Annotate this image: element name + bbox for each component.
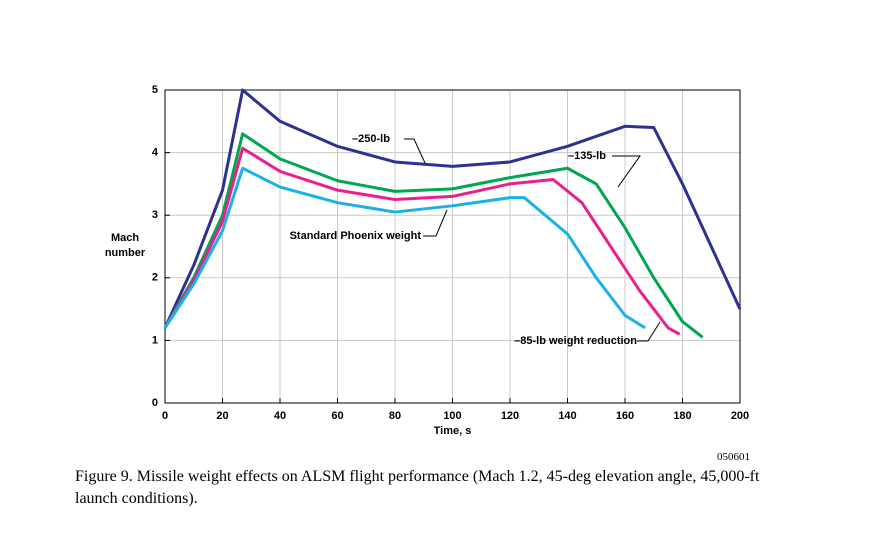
series-line — [163, 88, 742, 329]
series-label: –135-lb — [568, 150, 606, 162]
x-tick-label: 40 — [274, 410, 286, 422]
x-tick-label: 0 — [162, 410, 168, 422]
x-tick-label: 200 — [731, 410, 749, 422]
x-tick-label: 180 — [673, 410, 691, 422]
x-tick-label: 160 — [616, 410, 634, 422]
x-axis-label: Time, s — [434, 425, 472, 437]
y-tick-label: 1 — [152, 334, 158, 346]
y-tick-label: 4 — [152, 147, 159, 159]
x-tick-label: 140 — [558, 410, 576, 422]
plot-frame — [164, 89, 741, 404]
x-tick-label: 20 — [216, 410, 228, 422]
leader-line — [612, 155, 641, 188]
series-label: –85-lb weight reduction — [514, 335, 637, 347]
series-line — [163, 166, 646, 330]
series-label: –250-lb — [352, 133, 390, 145]
y-tick-label: 3 — [152, 209, 158, 221]
x-tick-label: 60 — [331, 410, 343, 422]
y-tick-label: 0 — [152, 397, 158, 409]
y-tick-label: 5 — [152, 84, 158, 96]
x-tick-label: 100 — [443, 410, 461, 422]
caption: Figure 9. Missile weight effects on ALSM… — [75, 468, 760, 507]
y-axis-label: Mach number — [104, 232, 146, 259]
x-tick-label: 80 — [389, 410, 401, 422]
leader-line — [423, 209, 448, 237]
figure-id: 050601 — [717, 451, 750, 463]
leader-line — [404, 138, 426, 164]
series-line — [163, 146, 681, 336]
series-label: Standard Phoenix weight — [290, 230, 422, 242]
leader-line — [637, 321, 661, 342]
y-tick-label: 2 — [152, 272, 158, 284]
x-tick-label: 120 — [501, 410, 519, 422]
series-line — [163, 132, 704, 339]
